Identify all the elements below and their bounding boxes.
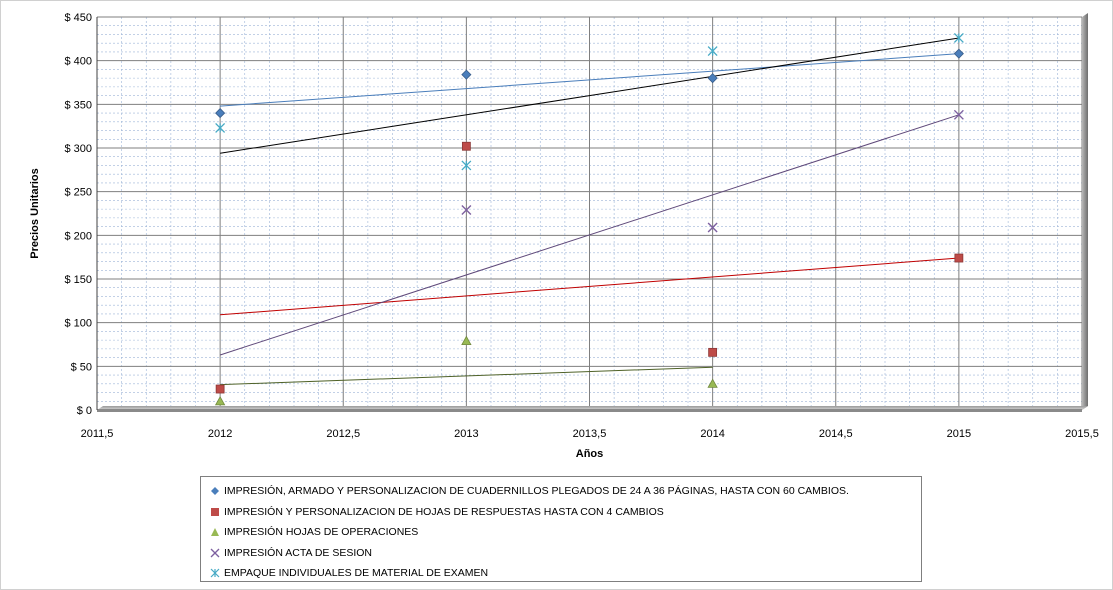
- trendline-series-1: [220, 53, 959, 107]
- legend-label: IMPRESIÓN ACTA DE SESION: [224, 546, 373, 559]
- x-tick-label: 2014: [700, 428, 724, 440]
- y-tick-label: $ 250: [64, 187, 92, 199]
- square-marker-icon: [209, 506, 221, 518]
- x-axis-line: [97, 409, 1082, 412]
- data-point: [953, 33, 964, 43]
- data-point: [214, 395, 226, 406]
- y-tick-labels: $ 0 $ 50 $ 100 $ 150 $ 200 $ 250 $ 300 $ 350 $ 4…: [64, 12, 92, 417]
- x-tick-label: 2012,5: [326, 428, 360, 440]
- data-point: [461, 160, 472, 171]
- trendline-series-4: [219, 114, 960, 356]
- legend-label: IMPRESIÓN, ARMADO Y PERSONALIZACION DE C…: [224, 485, 849, 498]
- series-2-points: [215, 141, 964, 394]
- data-point: [461, 335, 472, 346]
- y-tick-label: $ 0: [77, 405, 92, 417]
- trendline-series-2: [220, 257, 959, 316]
- series-4-points: [461, 109, 964, 233]
- legend-label: IMPRESIÓN HOJAS DE OPERACIONES: [224, 526, 419, 539]
- data-point: [215, 384, 225, 394]
- legend-item: IMPRESIÓN Y PERSONALIZACION DE HOJAS DE …: [209, 502, 921, 523]
- legend-item: IMPRESIÓN ACTA DE SESION: [209, 543, 921, 564]
- data-point: [707, 222, 718, 233]
- x-tick-label: 2013: [454, 428, 478, 440]
- x-tick-label: 2012: [208, 428, 232, 440]
- x-tick-label: 2015: [947, 428, 971, 440]
- trendline-series-3: [220, 366, 713, 386]
- legend-item: IMPRESIÓN HOJAS DE OPERACIONES: [209, 522, 921, 543]
- legend-item: IMPRESIÓN, ARMADO Y PERSONALIZACION DE C…: [209, 481, 921, 502]
- data-point: [707, 46, 718, 57]
- legend-item: EMPAQUE INDIVIDUALES DE MATERIAL DE EXAM…: [209, 563, 921, 584]
- y-tick-label: $ 150: [64, 274, 92, 286]
- y-tick-label: $ 200: [64, 230, 92, 242]
- trendline-series-5: [220, 37, 959, 154]
- data-point: [215, 108, 226, 119]
- y-tick-label: $ 400: [64, 56, 92, 68]
- x-tick-label: 2015,5: [1065, 428, 1099, 440]
- data-point: [954, 253, 964, 263]
- x-tick-labels: 2011,5 2012 2012,5 2013 2013,5 2014 2014,5 2015…: [81, 428, 1099, 440]
- star-marker-icon: [209, 567, 221, 579]
- x-tick-label: 2013,5: [573, 428, 607, 440]
- series-1-points: [215, 48, 964, 119]
- data-point: [707, 73, 718, 84]
- data-point: [461, 205, 472, 216]
- series-5-points: [215, 33, 964, 171]
- chart-legend: IMPRESIÓN, ARMADO Y PERSONALIZACION DE C…: [200, 476, 922, 582]
- diamond-marker-icon: [209, 485, 221, 497]
- x-tick-label: 2014,5: [819, 428, 853, 440]
- data-point: [461, 69, 472, 80]
- x-tick-label: 2011,5: [81, 428, 114, 440]
- plot-right-wall: [1082, 13, 1088, 410]
- data-point: [708, 347, 718, 357]
- y-tick-label: $ 50: [71, 361, 92, 373]
- legend-label: EMPAQUE INDIVIDUALES DE MATERIAL DE EXAM…: [224, 567, 489, 580]
- data-point: [953, 48, 964, 59]
- series-3-points: [214, 335, 718, 406]
- data-point: [953, 109, 964, 120]
- data-point: [215, 122, 226, 133]
- triangle-marker-icon: [209, 526, 221, 538]
- data-point: [707, 378, 718, 388]
- x-axis-title: Años: [576, 448, 604, 460]
- y-tick-label: $ 450: [64, 12, 92, 24]
- y-axis-title: Precios Unitarios: [29, 168, 41, 258]
- x-marker-icon: [209, 547, 221, 559]
- y-tick-label: $ 300: [64, 143, 92, 155]
- data-point: [461, 141, 471, 151]
- y-tick-label: $ 350: [64, 99, 92, 111]
- legend-label: IMPRESIÓN Y PERSONALIZACION DE HOJAS DE …: [224, 505, 664, 518]
- y-tick-label: $ 100: [64, 318, 92, 330]
